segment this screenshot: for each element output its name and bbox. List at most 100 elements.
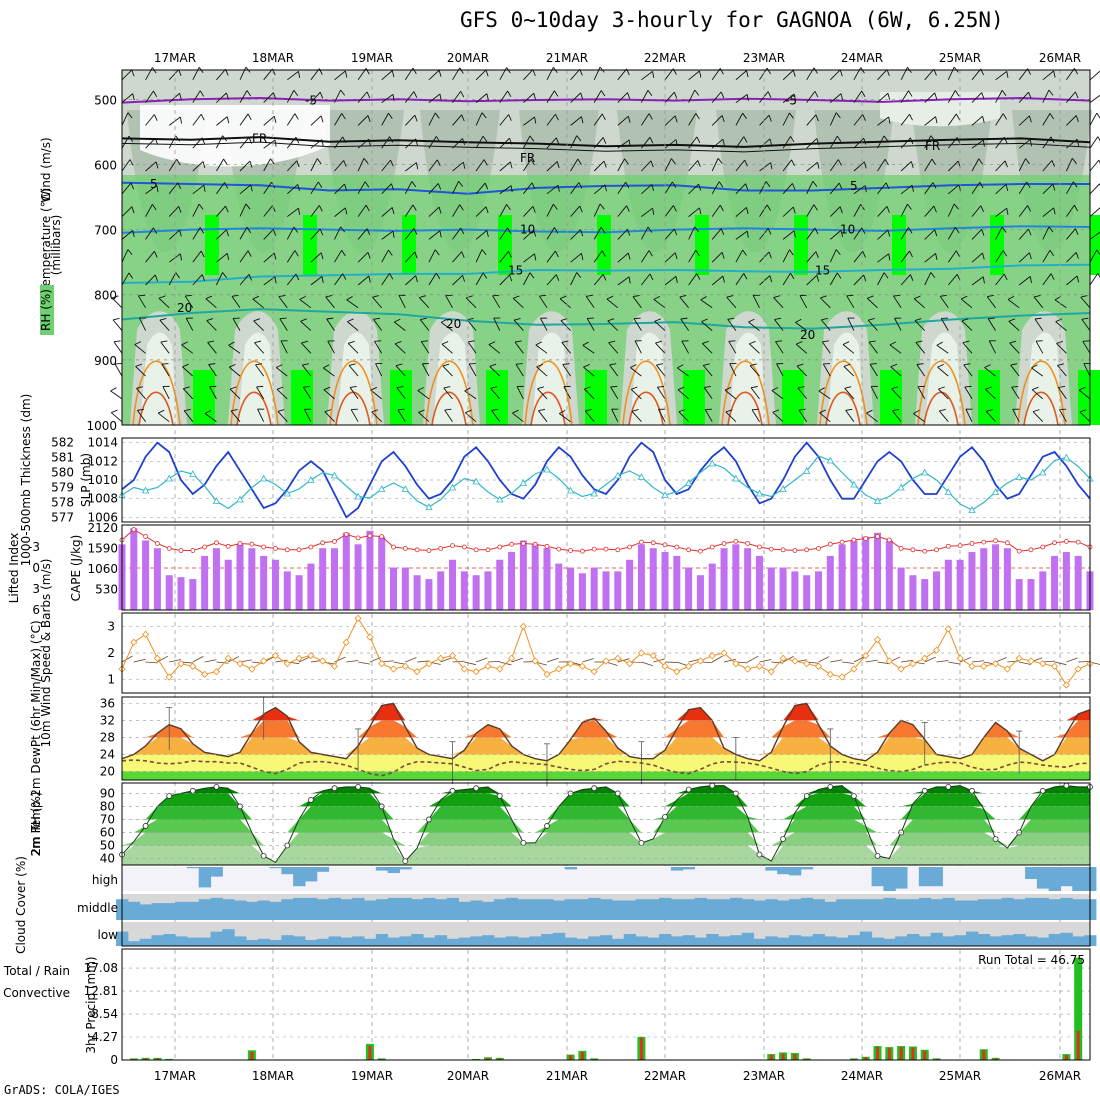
wind-barb-staff	[334, 183, 345, 195]
wind-barb	[1057, 363, 1067, 377]
wind-barb-flag	[891, 386, 899, 390]
wind-barb	[375, 363, 383, 377]
wind-barb	[570, 253, 584, 263]
wind-barb-staff	[570, 68, 581, 81]
wind-barb-flag	[280, 340, 288, 342]
cloud-panel	[121, 864, 1091, 947]
wind-barb-flag	[392, 231, 395, 238]
wind-barb-flag	[413, 228, 418, 235]
cloud-cover-bar	[375, 934, 389, 946]
wind-barb-staff	[842, 344, 855, 354]
wind-barb-staff	[232, 318, 241, 331]
surface-barb-staff	[464, 661, 477, 666]
wind-barb-flag	[680, 317, 688, 320]
wind-barb	[275, 364, 288, 377]
wind-barb	[830, 230, 844, 240]
wind-barb-flag	[482, 272, 488, 279]
thickness-point	[566, 486, 575, 494]
wind-barb-flag	[134, 341, 142, 345]
wind-barb	[877, 182, 890, 195]
wind-barb-flag	[1074, 91, 1079, 99]
wind-barb-staff	[843, 366, 855, 377]
date-label-bottom: 21MAR	[546, 1069, 588, 1083]
wind-barb-flag	[672, 181, 677, 188]
wind-barb-flag	[205, 295, 213, 300]
wind-barb-staff	[584, 410, 595, 422]
wind-barb-flag	[319, 92, 324, 99]
wind-barb-flag	[611, 408, 619, 410]
thickness-point	[637, 473, 646, 480]
precip-tick: 17.08	[84, 961, 118, 975]
wind-barb-staff	[703, 387, 713, 400]
wind-barb	[1065, 158, 1077, 172]
wind-speed-point	[378, 660, 386, 668]
wind-barb	[617, 92, 631, 103]
surface-wind-barb	[381, 660, 394, 663]
wind-barb-staff	[924, 253, 936, 263]
wind-barb-staff	[445, 295, 453, 309]
wind-barb	[452, 114, 465, 126]
cloud-cover-bar	[800, 897, 814, 920]
cloud-row-label: middle	[77, 901, 118, 915]
wind-barb-staff	[254, 342, 265, 354]
wind-barb	[1031, 386, 1044, 400]
cloud-cover-bar	[895, 936, 908, 946]
cloud-cover-bar	[600, 899, 613, 920]
lifted-index-point	[461, 544, 467, 550]
surface-barb-staff	[275, 659, 288, 663]
wind-barb-flag	[699, 70, 702, 78]
wind-barb-flag	[421, 340, 428, 343]
wind-barb-flag	[673, 228, 678, 236]
date-label-bottom: 20MAR	[447, 1069, 489, 1083]
wind-speed-point	[307, 652, 315, 660]
wind-barb-flag	[204, 409, 212, 414]
date-label-top: 26MAR	[1039, 51, 1081, 65]
wind-barb	[515, 363, 524, 377]
wind-barb-flag	[938, 386, 945, 390]
wind-speed-point	[590, 668, 598, 676]
isotherm-label: FR	[520, 151, 535, 165]
wind-barb-flag	[273, 92, 277, 100]
wind-barb-flag	[670, 158, 676, 165]
wind-barb	[1011, 385, 1020, 400]
wind-barb-flag	[602, 137, 607, 144]
wind-barb-flag	[820, 295, 827, 299]
wind-barb	[971, 92, 985, 103]
wind-barb	[913, 295, 925, 309]
rh-dry-core	[630, 332, 667, 425]
wind-barb	[499, 227, 512, 240]
wind-barb	[853, 251, 866, 263]
lifted-index-point	[155, 541, 160, 546]
wind-barb-staff	[428, 93, 441, 103]
wind-barb	[334, 273, 347, 286]
wind-barb-flag	[768, 251, 772, 259]
wind-barb	[499, 274, 513, 286]
wind-barb-flag	[648, 250, 653, 257]
SLP-line	[121, 441, 1091, 519]
wind-barb-flag	[414, 251, 418, 259]
cloud-cover-bar	[824, 936, 837, 946]
wind-barb-flag	[344, 70, 348, 78]
wind-barb-flag	[534, 253, 537, 261]
wind-barb-staff	[570, 92, 581, 103]
wind-speed-point	[153, 654, 161, 662]
wind-barb-flag	[742, 249, 747, 256]
wind-barb-staff	[467, 341, 477, 354]
wind-barb-flag	[555, 114, 559, 121]
wind-barb-staff	[853, 185, 866, 195]
wind-barb-staff	[192, 137, 203, 149]
wind-barb-flag	[253, 318, 261, 322]
wind-barb	[121, 159, 134, 172]
cloud-cover-bar	[375, 899, 389, 920]
wind-barb-staff	[938, 388, 949, 400]
wind-barb-flag	[1081, 317, 1089, 320]
wind-barb-flag	[626, 205, 630, 213]
wind-barb	[617, 181, 630, 195]
wind-barb-flag	[743, 136, 748, 143]
wind-barb-flag	[954, 90, 960, 97]
wind-barb-flag	[225, 205, 229, 213]
temp-band-24	[122, 737, 1090, 755]
wind-barb	[381, 136, 394, 149]
wind-barb-staff	[1066, 251, 1077, 263]
lifted-index-point	[957, 543, 963, 548]
